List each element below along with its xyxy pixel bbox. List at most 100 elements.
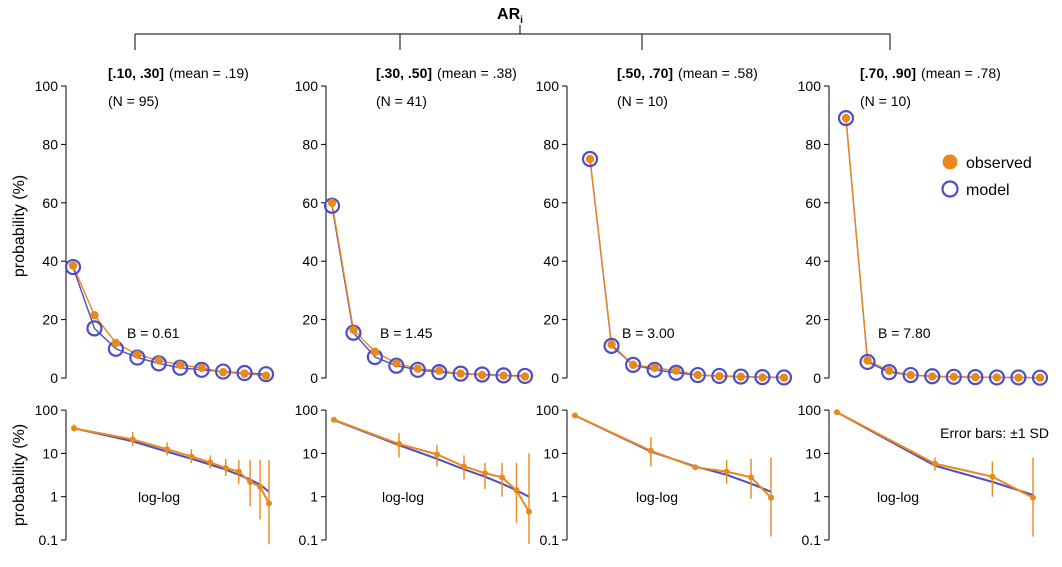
bottom-tick-label: 100 [35,402,59,418]
loglog-observed-point [513,487,520,494]
observed-point [884,366,894,375]
panels: [.10, .30] (mean = .19) (N = 95) 0 20 40 60 80 1… [35,65,1049,548]
panel-mean: (mean = .78) [921,65,1001,81]
model-point [881,364,898,381]
panel-b-value: B = 0.61 [127,325,180,341]
legend-model-marker [941,180,959,198]
panel-header: [.30, .50] (mean = .38) [376,65,517,81]
bottom-tick-label: 1 [551,489,559,505]
model-point [689,366,706,384]
model-point [64,258,82,276]
loglog-observed-point [129,436,136,443]
panel-header: [.70, .90] (mean = .78) [860,65,1001,81]
model-point [495,367,512,384]
observed-point [111,338,121,348]
bottom-tick-label: 1 [310,489,318,505]
panel-b-value: B = 1.45 [380,325,433,341]
top-tick-label: 0 [813,370,821,386]
loglog-observed-point [235,468,242,475]
observed-point [992,373,1002,382]
model-point [257,366,275,383]
observed-point [971,372,980,382]
observed-point [1014,373,1023,382]
observed-line [589,158,785,379]
top-tick-label: 40 [42,253,58,269]
top-tick-label: 0 [551,370,559,386]
panel-4: [.70, .90] (mean = .78) (N = 10) 0 20 40 60 80 1… [798,65,1049,548]
observed-point [607,340,616,349]
observed-point [841,113,851,123]
model-line [72,266,267,375]
loglog-label: log-log [138,489,180,505]
loglog-observed-point [188,453,195,460]
top-tick-label: 60 [543,195,559,211]
observed-point [758,373,767,382]
observed-point [197,363,206,372]
bottom-tick-label: 10 [805,445,821,461]
bottom-tick-label: 100 [536,402,560,418]
top-tick-label: 80 [805,136,821,152]
observed-point [261,371,271,380]
loglog-label: log-log [382,489,424,505]
top-tick-label: 100 [295,78,319,94]
observed-point [628,360,638,370]
model-point [603,337,620,354]
observed-point [240,369,249,378]
loglog-observed-line [574,414,772,499]
panel-range: [.50, .70] [617,65,673,81]
model-point [646,361,663,378]
model-point [711,367,728,385]
panel-3: [.50, .70] (mean = .58) (N = 10) 0 20 40 60 80 1… [536,65,793,548]
loglog-label: log-log [636,489,678,505]
loglog-observed-point [1030,494,1036,501]
ar-bracket [134,25,891,50]
legend: observed model [941,154,1032,199]
top-tick-label: 20 [805,312,821,328]
top-tick-label: 20 [302,312,318,328]
y-axis-title-top: probability (%) [11,175,28,277]
model-point [431,364,448,381]
observed-point [435,366,444,375]
loglog-observed-point [692,464,699,471]
observed-point [218,367,228,377]
top-tick-label: 20 [543,312,559,328]
loglog-observed-line [73,427,270,504]
loglog-observed-line [333,418,530,513]
observed-point [90,311,99,320]
loglog-observed-point [461,463,467,470]
panel-mean: (mean = .19) [169,65,249,81]
model-point [236,364,253,382]
error-bar-note: Error bars: ±1 SD [940,425,1049,441]
observed-point [863,356,872,365]
panel-2: [.30, .50] (mean = .38) (N = 41) 0 20 40 60 80 1… [295,65,534,548]
observed-line [331,202,526,378]
loglog-observed-point [572,412,578,419]
model-point [474,366,491,383]
panel-range: [.30, .50] [376,65,432,81]
model-point [625,356,642,373]
model-point [581,150,599,168]
loglog-observed-point [481,470,488,477]
panel-header: [.50, .70] (mean = .58) [617,65,758,81]
model-point [945,368,962,385]
observed-point [779,373,789,382]
legend-observed-label: observed [966,155,1032,172]
panel-b-value: B = 7.80 [878,325,931,341]
loglog-observed-point [266,500,272,507]
panel-mean: (mean = .38) [437,65,517,81]
observed-point [672,366,681,375]
panel-header: [.10, .30] (mean = .19) [108,65,249,81]
top-tick-label: 100 [35,78,59,94]
loglog-observed-point [647,447,654,454]
observed-point [1035,373,1045,382]
observed-point [413,364,422,373]
bottom-tick-label: 0.1 [802,532,822,548]
model-point [215,363,232,380]
loglog-observed-point [434,451,441,458]
model-point [754,369,771,386]
top-tick-label: 60 [302,195,318,211]
bottom-tick-label: 100 [295,402,319,418]
loglog-observed-point [768,494,774,501]
panel-b-value: B = 3.00 [622,325,675,341]
